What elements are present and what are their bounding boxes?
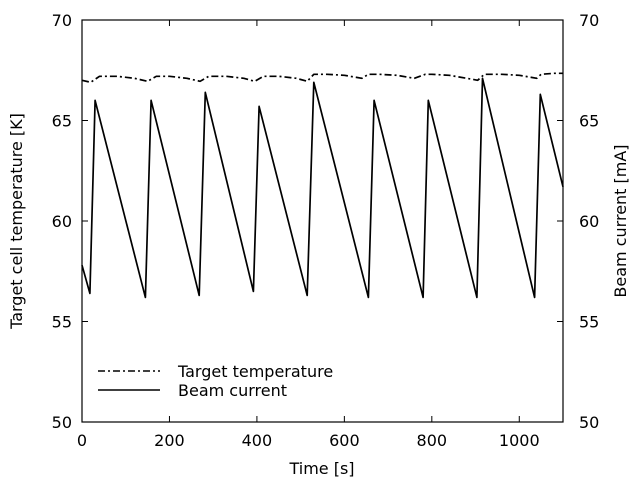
right-tick-label: 55	[579, 313, 599, 332]
right-axis-label: Beam current [mA]	[611, 144, 630, 297]
series-layer	[81, 72, 564, 299]
y-axis-label: Target cell temperature [K]	[7, 113, 26, 330]
right-tick-label: 50	[579, 413, 599, 432]
y-tick-label: 60	[52, 212, 72, 231]
x-axis-ticks: 0 200 400 600 800 1000	[77, 20, 540, 450]
x-tick-label: 0	[77, 431, 87, 450]
right-tick-label: 65	[579, 112, 599, 131]
series-line-target-temperature	[81, 72, 563, 84]
right-tick-label: 70	[579, 11, 599, 30]
x-tick-label: 600	[329, 431, 360, 450]
y-axis-ticks: 50 55 60 65 70	[52, 11, 88, 432]
series-line-beam-current	[81, 77, 564, 299]
legend-label-target-temperature: Target temperature	[177, 362, 333, 381]
right-axis-ticks: 50 55 60 65 70	[557, 11, 599, 432]
y-tick-label: 55	[52, 313, 72, 332]
x-tick-label: 400	[242, 431, 273, 450]
x-tick-label: 1000	[499, 431, 540, 450]
y-tick-label: 50	[52, 413, 72, 432]
legend-label-beam-current: Beam current	[178, 381, 287, 400]
legend: Target temperature Beam current	[98, 362, 333, 400]
right-tick-label: 60	[579, 212, 599, 231]
y-tick-label: 65	[52, 112, 72, 131]
y-tick-label: 70	[52, 11, 72, 30]
x-axis-label: Time [s]	[288, 459, 354, 478]
x-tick-label: 200	[154, 431, 185, 450]
x-tick-label: 800	[417, 431, 448, 450]
